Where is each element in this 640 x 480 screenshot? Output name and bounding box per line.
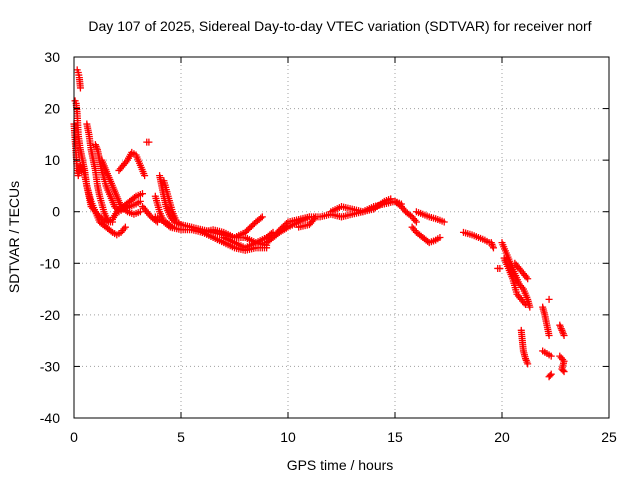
series-track-4: [83, 120, 117, 226]
series-track-21: [391, 197, 420, 226]
series-track-24: [459, 228, 493, 247]
series-track-14: [198, 213, 266, 241]
data-point: [546, 371, 554, 379]
data-point: [167, 222, 175, 230]
y-tick-label: 20: [44, 101, 60, 117]
x-tick-label: 5: [177, 429, 185, 445]
plot-frame: [73, 56, 610, 419]
data-point: [312, 213, 320, 221]
data-point: [545, 295, 553, 303]
series-track-33: [539, 347, 555, 360]
data-point: [489, 242, 497, 250]
data-point: [168, 223, 176, 231]
data-point: [559, 366, 567, 374]
data-point: [440, 218, 448, 226]
series-track-32: [545, 295, 553, 303]
series-track-23: [408, 223, 444, 247]
chart-title: Day 107 of 2025, Sidereal Day-to-day VTE…: [88, 18, 591, 34]
x-tick-label: 20: [494, 429, 510, 445]
data-point: [76, 84, 84, 92]
data-point: [136, 197, 144, 205]
data-point: [138, 190, 146, 198]
x-tick-label: 25: [601, 429, 617, 445]
data-point: [522, 356, 530, 364]
data-point: [396, 201, 404, 209]
data-point: [526, 303, 534, 311]
data-point: [560, 331, 568, 339]
y-tick-label: -10: [40, 255, 60, 271]
data-point: [412, 218, 420, 226]
series-track-19: [327, 197, 405, 216]
data-point: [522, 301, 530, 309]
data-point: [130, 194, 138, 202]
x-tick-label: 0: [70, 429, 78, 445]
data-point: [122, 206, 130, 214]
data-point: [107, 227, 115, 235]
series-track-6: [98, 156, 144, 218]
data-point: [524, 360, 532, 368]
data-point: [177, 221, 185, 229]
series-track-30: [517, 326, 532, 368]
data-point: [93, 144, 101, 152]
data-point: [141, 172, 149, 180]
series-track-13: [151, 213, 176, 231]
series-track-26: [494, 264, 504, 272]
series-track-20: [338, 195, 395, 221]
data-point: [407, 212, 415, 220]
grid-lines: [74, 57, 609, 418]
series-track-25: [487, 239, 497, 252]
axis-ticks: 0 5 10 15 20 25 -40 -30 -20 -10 0 10 20 30: [40, 49, 617, 445]
series-track-15: [220, 228, 277, 252]
data-points: [70, 66, 568, 381]
series-track-2: [71, 97, 146, 226]
y-tick-label: -40: [40, 410, 60, 426]
y-tick-label: -30: [40, 358, 60, 374]
series-track-36: [556, 352, 568, 376]
data-point: [545, 331, 553, 339]
data-point: [547, 370, 555, 378]
series-track-35: [556, 321, 568, 339]
data-point: [282, 220, 290, 228]
series-track-27: [498, 239, 534, 311]
data-point: [436, 234, 444, 241]
series-track-9: [138, 203, 161, 226]
data-point: [311, 214, 319, 222]
series-track-29: [511, 259, 532, 283]
data-point: [258, 213, 266, 221]
y-tick-label: 30: [44, 49, 60, 65]
data-point: [387, 195, 395, 203]
data-point: [257, 214, 265, 222]
series-track-34: [545, 370, 555, 381]
data-point: [145, 138, 153, 146]
series-track-31: [539, 303, 553, 339]
series-track-28: [500, 254, 530, 309]
series-track-22: [412, 208, 448, 226]
data-point: [489, 244, 497, 252]
y-tick-label: -20: [40, 307, 60, 323]
x-tick-label: 10: [280, 429, 296, 445]
data-point: [109, 218, 117, 226]
data-point: [496, 264, 504, 272]
y-tick-label: 10: [44, 152, 60, 168]
x-tick-label: 15: [387, 429, 403, 445]
data-point: [547, 352, 555, 360]
x-axis-label: GPS time / hours: [287, 457, 394, 473]
data-point: [560, 368, 568, 376]
y-axis-label: SDTVAR / TECUs: [6, 181, 22, 293]
series-track-8: [143, 138, 153, 146]
data-point: [121, 223, 129, 231]
series-track-18: [295, 213, 320, 231]
data-point: [524, 275, 532, 283]
y-tick-label: 0: [52, 204, 60, 220]
series-track-7: [115, 148, 149, 180]
data-point: [136, 208, 144, 216]
series-track-3: [73, 66, 84, 92]
series-track-12: [160, 177, 185, 229]
